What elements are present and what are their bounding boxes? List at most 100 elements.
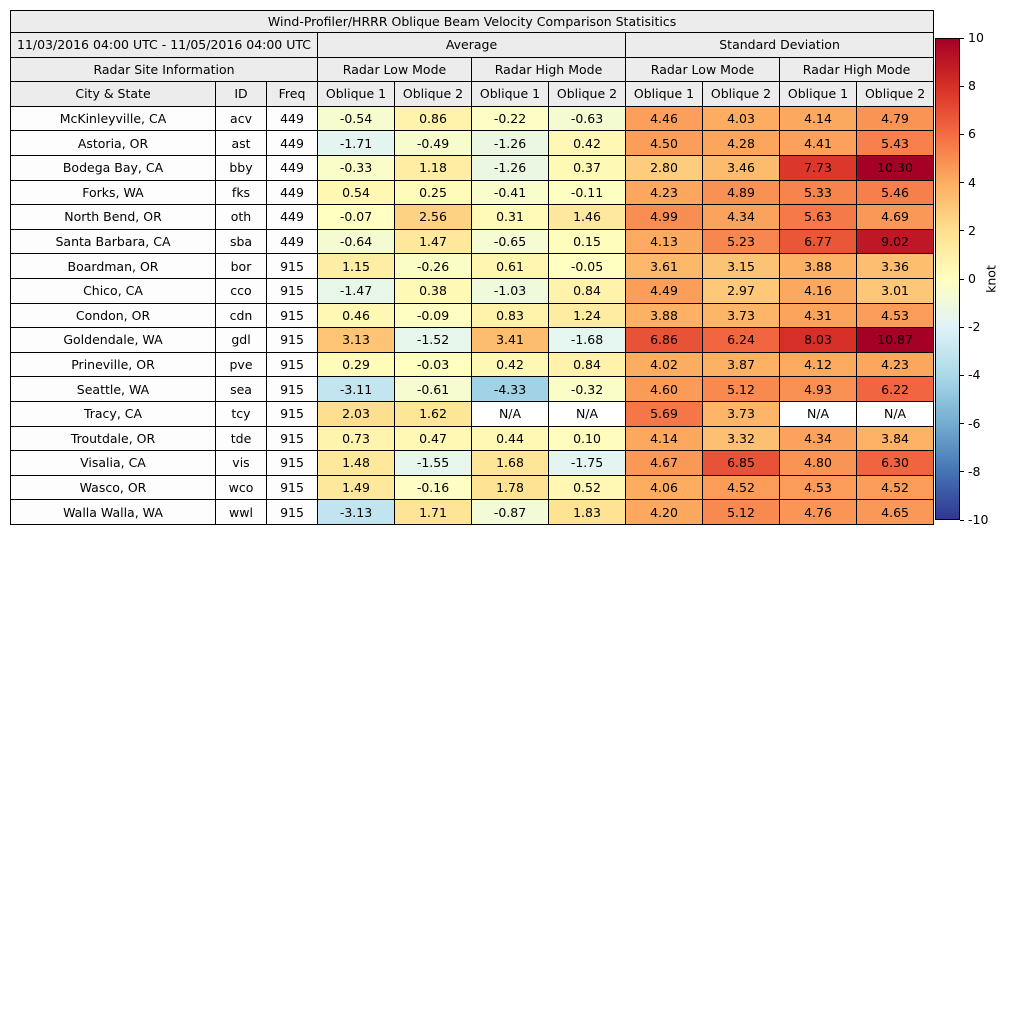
value-cell: 4.14 [625,425,703,452]
value-cell: 0.86 [394,105,472,132]
city-state-cell: Seattle, WA [10,376,216,402]
value-cell: -0.11 [548,179,626,206]
col-avg-low-oblique2: Oblique 2 [394,81,472,107]
value-cell: -1.47 [317,277,395,304]
freq-cell: 915 [266,499,318,525]
colorbar-area: 10 8 6 4 2 0 -2 -4 -6 -8 -10 knot [935,31,1024,525]
value-cell: -3.13 [317,499,395,525]
value-cell: 4.16 [779,277,857,304]
value-cell: -0.54 [317,105,395,132]
value-cell: 4.14 [779,105,857,132]
site-id-cell: cco [215,277,267,304]
colorbar-tick [960,37,964,39]
value-cell: 6.77 [779,228,857,255]
col-freq: Freq [266,81,318,107]
value-cell: 4.69 [855,204,935,230]
value-cell: 3.32 [702,425,780,452]
value-cell: 0.10 [548,425,626,452]
value-cell: 3.46 [702,154,780,181]
std-high-mode-header: Radar High Mode [778,56,935,83]
value-cell: N/A [548,400,626,427]
value-cell: 0.29 [317,351,395,378]
value-cell: 6.22 [855,376,935,402]
colorbar-tick [960,471,964,473]
city-state-cell: North Bend, OR [10,204,216,230]
value-cell: -1.52 [394,327,472,353]
value-cell: 5.43 [855,130,935,156]
freq-cell: 915 [266,376,318,402]
value-cell: 3.13 [317,327,395,353]
value-cell: 3.87 [702,351,780,378]
value-cell: 3.88 [625,302,703,329]
value-cell: 0.47 [394,425,472,452]
city-state-cell: Tracy, CA [10,400,216,427]
value-cell: 4.67 [625,450,703,476]
city-state-cell: Goldendale, WA [10,327,216,353]
freq-cell: 915 [266,450,318,476]
site-id-cell: vis [215,450,267,476]
value-cell: 0.84 [548,277,626,304]
value-cell: -3.11 [317,376,395,402]
colorbar-tick [960,230,964,232]
table-row: Santa Barbara, CA sba 449 -0.64 1.47 -0.65 0.1… [10,228,935,255]
site-id-cell: bby [215,154,267,181]
value-cell: 5.69 [625,400,703,427]
value-cell: 4.49 [625,277,703,304]
group-average: Average [317,32,626,58]
site-id-cell: tcy [215,400,267,427]
value-cell: 4.41 [779,130,857,156]
value-cell: -0.26 [394,253,472,279]
value-cell: 4.12 [779,351,857,378]
avg-high-mode-header: Radar High Mode [471,56,626,83]
value-cell: 5.63 [779,204,857,230]
value-cell: 0.52 [548,474,626,501]
value-cell: 0.84 [548,351,626,378]
freq-cell: 915 [266,351,318,378]
colorbar-tick-label: 0 [968,270,976,286]
city-state-cell: Condon, OR [10,302,216,329]
avg-low-mode-header: Radar Low Mode [317,56,472,83]
value-cell: 0.73 [317,425,395,452]
freq-cell: 915 [266,474,318,501]
table-row: McKinleyville, CA acv 449 -0.54 0.86 -0.22 -0.… [10,105,935,132]
value-cell: 4.23 [855,351,935,378]
value-cell: 0.37 [548,154,626,181]
value-cell: 4.79 [855,105,935,132]
colorbar-tick [960,326,964,328]
date-range: 11/03/2016 04:00 UTC - 11/05/2016 04:00 … [10,32,318,58]
value-cell: 4.06 [625,474,703,501]
value-cell: 4.52 [702,474,780,501]
title-row: Wind-Profiler/HRRR Oblique Beam Velocity… [9,10,935,33]
value-cell: 4.34 [702,204,780,230]
site-id-cell: pve [215,351,267,378]
freq-cell: 915 [266,425,318,452]
colorbar-label: knot [983,265,999,293]
value-cell: 4.53 [855,302,935,329]
value-cell: -0.22 [471,105,549,132]
value-cell: 1.47 [394,228,472,255]
col-avg-high-oblique2: Oblique 2 [548,81,626,107]
value-cell: 4.46 [625,105,703,132]
city-state-cell: Troutdale, OR [10,425,216,452]
value-cell: -0.65 [471,228,549,255]
value-cell: -4.33 [471,376,549,402]
freq-cell: 915 [266,302,318,329]
site-id-cell: ast [215,130,267,156]
site-id-cell: gdl [215,327,267,353]
value-cell: 3.84 [855,425,935,452]
table-row: Boardman, OR bor 915 1.15 -0.26 0.61 -0.05 3.61… [10,253,935,279]
value-cell: 3.61 [625,253,703,279]
value-cell: -0.05 [548,253,626,279]
freq-cell: 449 [266,228,318,255]
value-cell: 3.73 [702,400,780,427]
col-std-high-oblique2: Oblique 2 [855,81,935,107]
table-row: Prineville, OR pve 915 0.29 -0.03 0.42 0.84 4.0… [10,351,935,378]
value-cell: 1.18 [394,154,472,181]
value-cell: 5.12 [702,499,780,525]
site-id-cell: tde [215,425,267,452]
colorbar-tick-label: -8 [968,463,981,479]
table-row: North Bend, OR oth 449 -0.07 2.56 0.31 1.46 4.9… [10,204,935,230]
value-cell: 4.60 [625,376,703,402]
value-cell: 4.50 [625,130,703,156]
